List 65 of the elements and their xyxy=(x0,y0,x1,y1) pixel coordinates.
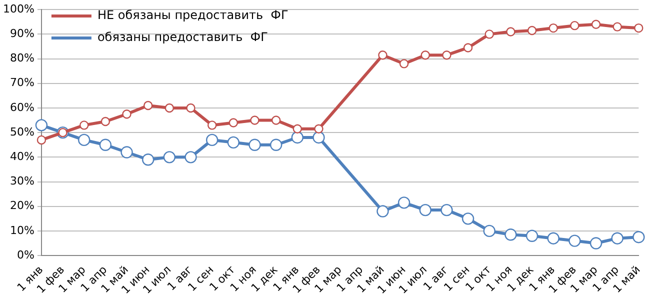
point xyxy=(463,43,473,52)
point xyxy=(291,131,304,144)
point xyxy=(122,110,132,119)
point xyxy=(590,237,602,250)
y-tick-label: 80% xyxy=(10,52,34,65)
point xyxy=(312,131,325,144)
point xyxy=(207,120,217,130)
y-tick-label: 30% xyxy=(10,174,34,188)
point xyxy=(570,20,580,30)
point xyxy=(634,23,644,33)
point xyxy=(250,116,260,125)
point xyxy=(227,136,240,149)
point xyxy=(462,212,474,225)
point xyxy=(484,30,494,39)
point xyxy=(376,205,389,218)
y-tick-label: 10% xyxy=(10,224,34,237)
point xyxy=(420,50,430,60)
y-tick-label: 0% xyxy=(16,248,34,262)
point xyxy=(143,100,153,110)
point xyxy=(378,50,388,60)
point xyxy=(506,27,516,36)
y-tick-label: 100% xyxy=(2,2,34,16)
point xyxy=(504,228,517,241)
point xyxy=(100,116,110,126)
point xyxy=(142,154,154,166)
point xyxy=(163,151,176,164)
point xyxy=(548,23,558,33)
point xyxy=(206,134,218,146)
point xyxy=(419,204,432,216)
point xyxy=(292,124,302,134)
point xyxy=(99,138,112,151)
point xyxy=(399,59,409,68)
point xyxy=(184,151,197,164)
point xyxy=(35,119,48,132)
point xyxy=(483,224,496,238)
point xyxy=(228,118,238,128)
point xyxy=(120,146,133,158)
point xyxy=(547,232,560,244)
point xyxy=(80,120,89,130)
point xyxy=(526,230,538,242)
point xyxy=(36,135,46,145)
point xyxy=(612,22,622,32)
y-tick-label: 20% xyxy=(10,199,34,212)
point xyxy=(271,116,281,125)
point xyxy=(568,234,581,247)
legend-label: обязаны предоставить ФГ xyxy=(97,30,268,44)
point xyxy=(164,103,174,113)
point xyxy=(440,204,453,216)
point xyxy=(314,124,324,134)
point xyxy=(78,134,90,146)
point xyxy=(442,50,452,60)
point xyxy=(270,138,282,151)
legend-label: НЕ обязаны предоставить ФГ xyxy=(97,8,288,22)
point xyxy=(632,231,645,244)
y-tick-label: 60% xyxy=(10,100,34,114)
y-tick-label: 70% xyxy=(10,76,34,90)
point xyxy=(248,138,261,151)
point xyxy=(398,196,410,209)
point xyxy=(611,232,624,244)
point xyxy=(186,103,196,113)
y-tick-label: 50% xyxy=(10,125,34,138)
point xyxy=(591,20,601,29)
y-tick-label: 40% xyxy=(10,150,34,164)
point xyxy=(527,26,537,36)
y-tick-label: 90% xyxy=(10,27,34,40)
